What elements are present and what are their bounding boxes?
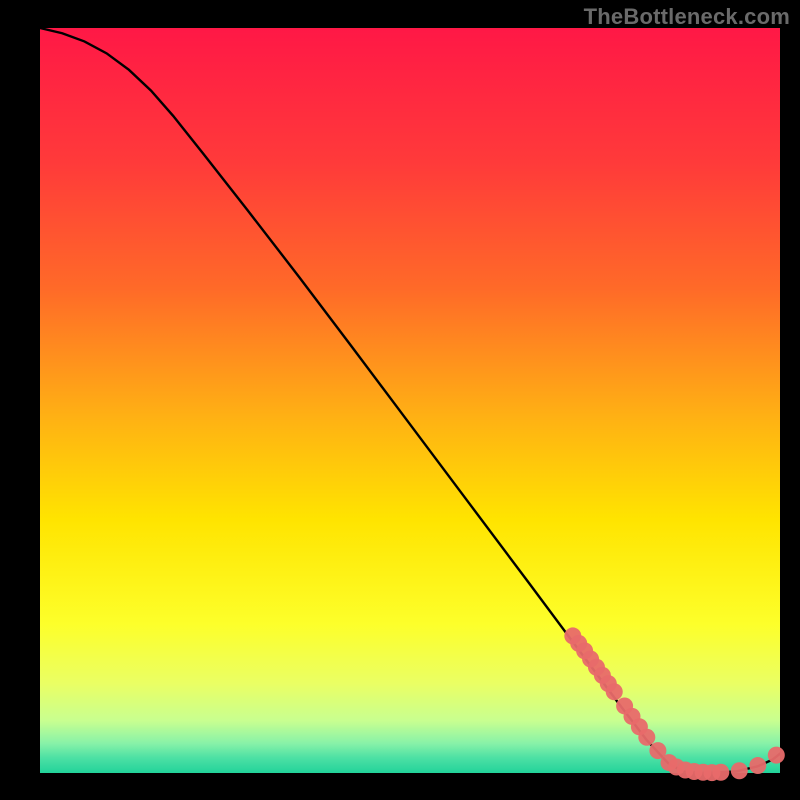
chart-stage: TheBottleneck.com <box>0 0 800 800</box>
watermark-text: TheBottleneck.com <box>584 4 790 30</box>
background-gradient <box>40 28 780 773</box>
plot-area <box>40 28 780 773</box>
